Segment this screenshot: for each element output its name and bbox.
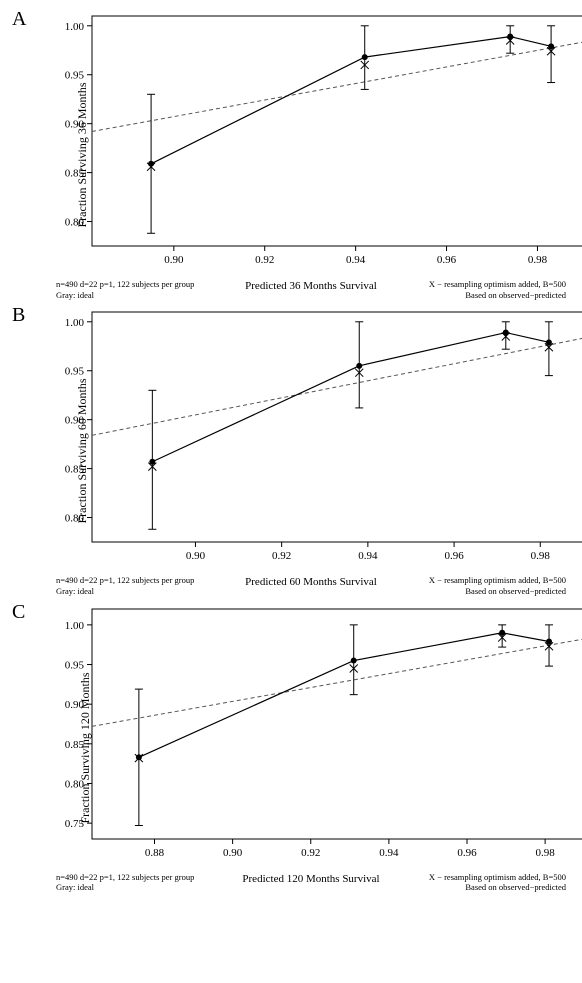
x-axis-label: Predicted 120 Months Survival [242, 872, 379, 887]
observed-line [139, 632, 549, 757]
x-tick-label: 0.92 [272, 550, 291, 562]
footer-left: n=490 d=22 p=1, 122 subjects per groupGr… [56, 575, 236, 596]
x-tick-label: 0.98 [528, 254, 548, 266]
calibration-plot: 0.880.900.920.940.960.980.750.800.850.90… [56, 603, 582, 865]
footer-right-line1: X − resampling optimism added, B=500 [429, 575, 566, 585]
x-tick-label: 0.92 [255, 254, 274, 266]
x-tick-label: 0.88 [145, 847, 165, 859]
footer-left-line1: n=490 d=22 p=1, 122 subjects per group [56, 279, 194, 289]
footer-left: n=490 d=22 p=1, 122 subjects per groupGr… [56, 872, 236, 893]
y-tick-label: 1.00 [65, 619, 85, 631]
x-tick-label: 0.90 [223, 847, 243, 859]
point-dot [148, 161, 154, 167]
footer-left-line1: n=490 d=22 p=1, 122 subjects per group [56, 872, 194, 882]
observed-line [152, 333, 549, 462]
point-dot [356, 363, 362, 369]
x-tick-label: 0.96 [444, 550, 464, 562]
footer-left: n=490 d=22 p=1, 122 subjects per groupGr… [56, 279, 236, 300]
x-tick-label: 0.92 [301, 847, 320, 859]
x-tick-label: 0.94 [379, 847, 399, 859]
panel-letter: C [12, 601, 25, 624]
x-tick-label: 0.98 [531, 550, 551, 562]
panel-letter: B [12, 304, 25, 327]
panel-letter: A [12, 8, 26, 31]
x-tick-label: 0.96 [457, 847, 477, 859]
x-axis-label: Predicted 36 Months Survival [245, 279, 377, 294]
y-tick-label: 1.00 [65, 317, 85, 329]
footer-left-line2: Gray: ideal [56, 586, 94, 596]
ideal-line [92, 40, 582, 131]
point-dot [351, 657, 357, 663]
footer-right-line2: Based on observed−predicted [465, 290, 566, 300]
panel-C: C Fraction Surviving 120 Months 0.88 0.90 0.… [8, 603, 574, 893]
ideal-line [92, 637, 582, 726]
y-tick-label: 1.00 [65, 21, 85, 33]
footer-left-line2: Gray: ideal [56, 290, 94, 300]
x-tick-label: 0.94 [358, 550, 378, 562]
calibration-plot: 0.900.920.940.960.980.800.850.900.951.00 [56, 10, 582, 272]
calibration-figure: A Fraction Surviving 36 Months 0.90 0.92 0.9… [8, 10, 574, 893]
x-tick-label: 0.90 [186, 550, 206, 562]
y-axis-label: Fraction Surviving 60 Months [75, 379, 90, 524]
y-axis-label: Fraction Surviving 36 Months [75, 83, 90, 228]
footer-left-line1: n=490 d=22 p=1, 122 subjects per group [56, 575, 194, 585]
footer-right: X − resampling optimism added, B=500Base… [386, 872, 566, 893]
y-tick-label: 0.95 [65, 366, 85, 378]
panel-footer: n=490 d=22 p=1, 122 subjects per groupGr… [56, 575, 566, 596]
footer-right-line2: Based on observed−predicted [465, 586, 566, 596]
footer-right-line1: X − resampling optimism added, B=500 [429, 872, 566, 882]
x-axis-label: Predicted 60 Months Survival [245, 575, 377, 590]
footer-right-line1: X − resampling optimism added, B=500 [429, 279, 566, 289]
x-tick-label: 0.90 [164, 254, 184, 266]
observed-line [151, 37, 551, 164]
footer-right-line2: Based on observed−predicted [465, 882, 566, 892]
y-tick-label: 0.95 [65, 70, 85, 82]
panel-B: B Fraction Surviving 60 Months 0.90 0.92 0.9… [8, 306, 574, 596]
panel-footer: n=490 d=22 p=1, 122 subjects per groupGr… [56, 279, 566, 300]
y-axis-label: Fraction Surviving 120 Months [78, 672, 93, 823]
x-tick-label: 0.98 [536, 847, 556, 859]
panel-A: A Fraction Surviving 36 Months 0.90 0.92 0.9… [8, 10, 574, 300]
footer-left-line2: Gray: ideal [56, 882, 94, 892]
x-tick-label: 0.94 [346, 254, 366, 266]
ideal-line [92, 337, 582, 436]
point-dot [136, 754, 142, 760]
point-dot [362, 54, 368, 60]
footer-right: X − resampling optimism added, B=500Base… [386, 279, 566, 300]
footer-right: X − resampling optimism added, B=500Base… [386, 575, 566, 596]
x-tick-label: 0.96 [437, 254, 457, 266]
calibration-plot: 0.900.920.940.960.980.800.850.900.951.00 [56, 306, 582, 568]
y-tick-label: 0.95 [65, 659, 85, 671]
panel-footer: n=490 d=22 p=1, 122 subjects per groupGr… [56, 872, 566, 893]
